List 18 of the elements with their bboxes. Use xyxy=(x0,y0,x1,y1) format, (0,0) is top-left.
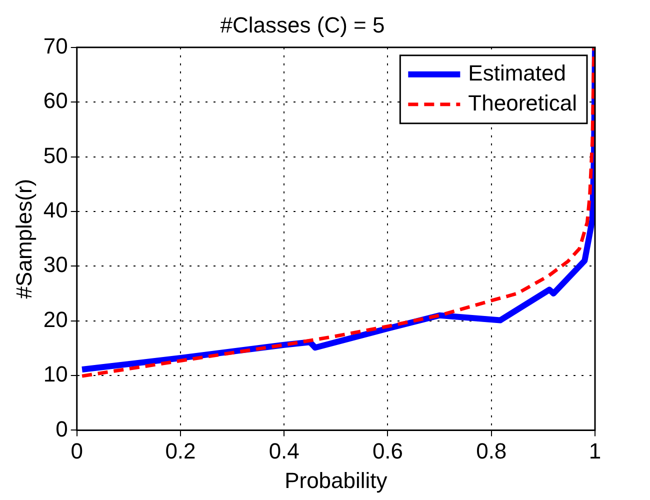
y-axis-title: #Samples(r) xyxy=(11,178,36,299)
y-tick-label: 30 xyxy=(43,252,68,278)
y-tick-label: 40 xyxy=(43,198,68,223)
y-tick-label: 50 xyxy=(43,142,68,168)
y-tick-label: 0 xyxy=(56,416,68,442)
legend-label: Estimated xyxy=(468,60,566,86)
y-tick-label: 10 xyxy=(43,362,68,387)
y-tick-label: 20 xyxy=(43,306,68,332)
x-tick-label: 0.2 xyxy=(165,438,196,464)
legend-label: Theoretical xyxy=(468,90,578,116)
x-tick-label: 0.8 xyxy=(476,438,507,464)
chart-title: #Classes (C) = 5 xyxy=(220,12,385,38)
x-axis-title: Probability xyxy=(284,468,388,493)
x-tick-label: 0.4 xyxy=(268,438,300,464)
x-tick-label: 1 xyxy=(588,438,602,464)
y-tick-label: 60 xyxy=(43,88,68,114)
x-tick-label: 0.6 xyxy=(372,438,404,464)
y-tick-label: 70 xyxy=(43,33,68,58)
